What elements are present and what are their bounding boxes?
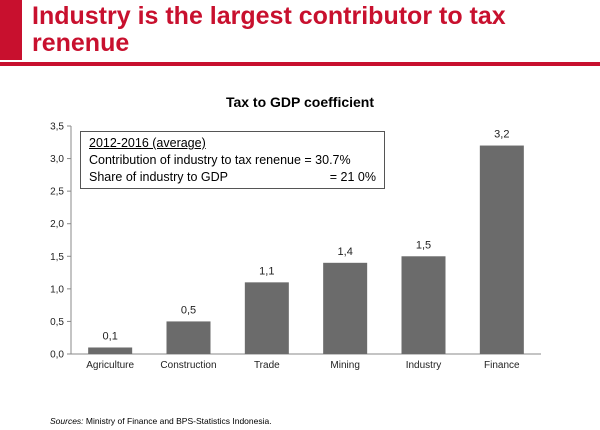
data-label: 1,4 <box>338 246 353 258</box>
bar <box>166 321 211 354</box>
data-label: 1,5 <box>416 239 431 251</box>
info-box-line2-value: = 21 0% <box>329 170 376 184</box>
y-tick-label: 3,0 <box>50 154 64 165</box>
y-tick-label: 1,0 <box>50 284 64 295</box>
source-label: Sources: <box>50 416 84 426</box>
info-box-line1: Contribution of industry to tax renenue … <box>89 153 351 167</box>
bar <box>244 282 289 354</box>
source-text: Ministry of Finance and BPS-Statistics I… <box>83 416 272 426</box>
title-divider <box>0 62 600 66</box>
data-label: 0,1 <box>103 330 118 342</box>
y-tick-label: 0,5 <box>50 317 64 328</box>
x-tick-label: Industry <box>406 360 442 371</box>
x-tick-label: Agriculture <box>86 360 134 371</box>
chart-title: Tax to GDP coefficient <box>225 94 375 110</box>
title-accent-bar <box>0 0 22 60</box>
info-box-line2: Share of industry to GDP = 21 0% <box>89 169 376 186</box>
bar-chart: 0,0 0,5 1,0 1,5 2,0 2,5 3,0 3,5 0,1 Agriculture 0,… <box>50 122 541 371</box>
y-tick-label: 1,5 <box>50 252 64 263</box>
y-tick-label: 2,0 <box>50 219 64 230</box>
bar <box>88 347 133 354</box>
y-tick-label: 0,0 <box>50 350 64 361</box>
x-tick-label: Mining <box>330 360 359 371</box>
info-box-line2-label: Share of industry to GDP <box>89 170 228 184</box>
data-label: 0,5 <box>181 304 196 316</box>
info-box: 2012-2016 (average) Contribution of indu… <box>80 131 385 189</box>
bar <box>323 262 368 354</box>
data-label: 3,2 <box>494 129 509 141</box>
x-tick-label: Finance <box>484 360 520 371</box>
info-box-heading: 2012-2016 (average) <box>89 136 206 150</box>
bar <box>479 145 524 354</box>
data-label: 1,1 <box>259 265 274 277</box>
source-note: Sources: Ministry of Finance and BPS-Sta… <box>50 416 272 426</box>
y-tick-label: 3,5 <box>50 122 64 133</box>
x-tick-label: Trade <box>254 360 280 371</box>
slide-title: Industry is the largest contributor to t… <box>32 2 506 57</box>
y-tick-label: 2,5 <box>50 187 64 198</box>
bar <box>401 256 446 354</box>
x-tick-label: Construction <box>160 360 216 371</box>
